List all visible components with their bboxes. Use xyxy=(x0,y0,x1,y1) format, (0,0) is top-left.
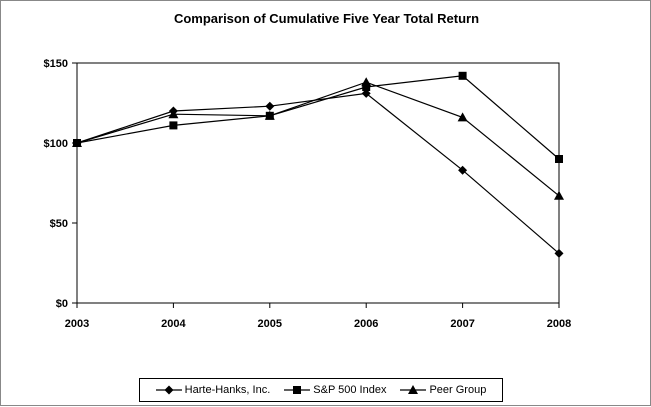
plot-area xyxy=(76,62,560,304)
data-point-square xyxy=(555,155,563,163)
legend-label: Harte-Hanks, Inc. xyxy=(184,384,271,396)
legend-item-triangle: Peer Group xyxy=(400,384,486,396)
series-line-triangle xyxy=(76,81,560,197)
data-point-square xyxy=(169,121,178,130)
data-point-triangle xyxy=(361,77,372,87)
y-tick-label: $0 xyxy=(56,298,68,310)
legend-label: S&P 500 Index xyxy=(313,384,387,396)
x-tick-label: 2004 xyxy=(161,318,186,330)
data-point-square xyxy=(362,83,371,91)
legend-label: Peer Group xyxy=(429,384,487,396)
square-marker-icon xyxy=(284,386,311,394)
x-tick-label: 2007 xyxy=(450,318,474,330)
y-tick-label: $50 xyxy=(50,218,68,230)
data-point-square xyxy=(458,71,467,80)
legend-item-square: S&P 500 Index xyxy=(284,384,386,396)
y-tick-label: $150 xyxy=(44,58,68,70)
x-tick-label: 2005 xyxy=(258,318,282,330)
x-tick-label: 2006 xyxy=(354,318,378,330)
triangle-marker-icon xyxy=(400,385,427,394)
x-tick-label: 2008 xyxy=(547,318,571,330)
data-point-triangle xyxy=(264,110,275,120)
data-point-triangle xyxy=(457,112,468,122)
y-tick-label: $100 xyxy=(44,138,68,150)
data-point-diamond xyxy=(458,165,468,175)
data-point-diamond xyxy=(361,88,371,98)
chart-legend: Harte-Hanks, Inc. S&P 500 Index Peer Group xyxy=(139,378,503,402)
data-point-triangle xyxy=(72,138,82,147)
series-line-square xyxy=(76,75,560,160)
data-point-triangle xyxy=(168,109,179,119)
legend-item-diamond: Harte-Hanks, Inc. xyxy=(155,384,271,396)
data-point-triangle xyxy=(554,190,564,200)
series-line-diamond xyxy=(76,92,560,254)
data-point-diamond xyxy=(554,248,564,258)
x-tick-label: 2003 xyxy=(65,318,89,330)
chart-title: Comparison of Cumulative Five Year Total… xyxy=(173,11,480,26)
diamond-marker-icon xyxy=(155,385,182,395)
data-point-diamond xyxy=(265,101,275,111)
